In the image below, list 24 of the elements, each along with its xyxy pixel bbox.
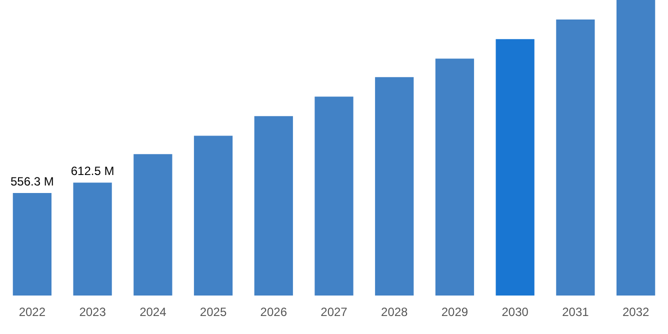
- bar: [496, 39, 534, 296]
- bar: [616, 0, 656, 296]
- bar: [375, 77, 414, 296]
- bar: [73, 182, 112, 296]
- x-tick-label: 2029: [441, 305, 468, 320]
- bar: [134, 154, 172, 296]
- x-tick-label: 2023: [79, 305, 106, 320]
- x-tick-label: 2032: [622, 305, 650, 320]
- x-tick-label: 2024: [140, 305, 167, 320]
- bar: [435, 58, 474, 296]
- x-tick-label: 2025: [200, 305, 227, 320]
- bar: [12, 193, 52, 296]
- bar: [254, 116, 293, 296]
- bar: [314, 96, 354, 296]
- data-label: 612.5 M: [70, 164, 114, 178]
- bar: [556, 20, 595, 296]
- x-tick-label: 2028: [381, 305, 408, 320]
- x-tick-label: 2022: [18, 305, 46, 320]
- x-tick-label: 2026: [260, 305, 288, 320]
- bar: [194, 136, 233, 296]
- x-tick-label: 2030: [502, 305, 529, 320]
- x-tick-label: 2031: [562, 305, 590, 320]
- x-tick-label: 2027: [320, 305, 348, 320]
- data-label: 556.3 M: [10, 174, 54, 188]
